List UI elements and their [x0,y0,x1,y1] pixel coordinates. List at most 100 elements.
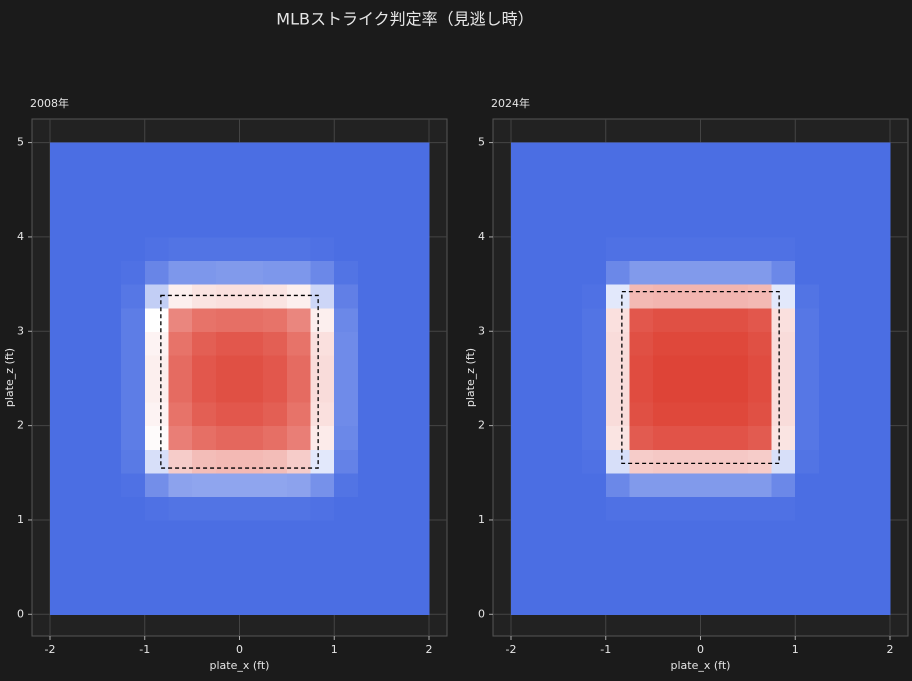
heatmap-cell [263,213,288,238]
x-tick-label: 1 [331,643,338,656]
heatmap-cell [818,519,844,545]
heatmap-cell [357,331,383,356]
heatmap-cell [263,496,288,521]
heatmap-cell [192,166,217,191]
heatmap-cell [676,449,702,474]
heatmap-cell [842,567,867,592]
heatmap-cell [747,425,773,450]
heatmap-cell [747,189,773,214]
heatmap-cell [381,472,406,497]
heatmap-cell [605,142,631,167]
heatmap-cell [239,354,264,380]
heatmap-cell [818,142,844,167]
y-tick-label: 3 [478,324,485,337]
heatmap-cell [239,378,264,403]
heatmap-cell [215,284,241,309]
heatmap-cell [653,142,678,167]
heatmap-cell [676,590,702,615]
heatmap-cell [405,378,430,403]
heatmap-cell [405,519,430,545]
heatmap-cell [286,519,312,545]
heatmap-cell [192,331,217,356]
heatmap-cell [239,260,264,285]
heatmap-cell [866,425,891,450]
heatmap-cell [144,307,170,332]
heatmap-cell [381,449,406,474]
heatmap-cell [676,189,702,214]
heatmap-cell [558,543,583,568]
heatmap-cell [381,590,406,615]
heatmap-cell [381,496,406,521]
heatmap-cell [842,378,867,403]
heatmap-cell [310,260,335,285]
heatmap-cell [286,472,312,497]
heatmap-cell [97,260,122,285]
heatmap-cell [605,496,631,521]
heatmap-cell [558,590,583,615]
heatmap-cell [192,496,217,521]
heatmap-cell [168,378,193,403]
heatmap-cell [771,213,796,238]
heatmap-cell [50,284,75,309]
heatmap-cell [73,543,98,568]
heatmap-cell [866,449,891,474]
heatmap-cell [357,189,383,214]
heatmap-cell [144,543,170,568]
x-tick-label: 2 [425,643,432,656]
heatmap-cell [144,236,170,262]
heatmap-cell [818,496,844,521]
heatmap-cell [310,189,335,214]
heatmap-cell [724,236,749,262]
heatmap-cell [582,402,607,427]
heatmap-cell [724,213,749,238]
heatmap-cell [866,166,891,191]
heatmap-cell [381,142,406,167]
heatmap-cell [405,213,430,238]
heatmap-cell [73,402,98,427]
heatmap-cell [144,449,170,474]
heatmap-cell [357,213,383,238]
heatmap-cell [771,331,796,356]
heatmap-cell [50,567,75,592]
heatmap-cell [795,284,820,309]
heatmap-cell [771,402,796,427]
heatmap-cell [50,449,75,474]
heatmap-cell [357,590,383,615]
heatmap-cell [405,331,430,356]
heatmap-cell [286,449,312,474]
heatmap-cell [334,142,359,167]
heatmap-cell [582,354,607,380]
heatmap-cell [771,260,796,285]
y-tick-label: 2 [17,419,24,432]
heatmap-cell [795,378,820,403]
heatmap-cell [50,425,75,450]
heatmap-cell [73,472,98,497]
heatmap-cell [310,590,335,615]
heatmap-cell [73,166,98,191]
heatmap-cell [511,213,536,238]
heatmap-cell [605,519,631,545]
heatmap-cell [771,472,796,497]
heatmap-cell [215,236,241,262]
heatmap-cell [239,331,264,356]
heatmap-cell [310,472,335,497]
heatmap-cell [168,166,193,191]
y-tick-label: 1 [17,513,24,526]
heatmap-cell [866,543,891,568]
heatmap-cell [144,354,170,380]
heatmap-cell [747,449,773,474]
heatmap-cell [629,449,654,474]
heatmap-cell [629,590,654,615]
heatmap-cell [511,284,536,309]
heatmap-cell [747,590,773,615]
heatmap-cell [700,307,725,332]
heatmap-cell [168,284,193,309]
heatmap-cell [97,354,122,380]
heatmap-cell [653,260,678,285]
heatmap-cell [700,378,725,403]
heatmap-cell [286,567,312,592]
heatmap-cell [97,307,122,332]
x-tick-label: 2 [886,643,893,656]
heatmap-cell [605,331,631,356]
heatmap-cell [121,449,146,474]
